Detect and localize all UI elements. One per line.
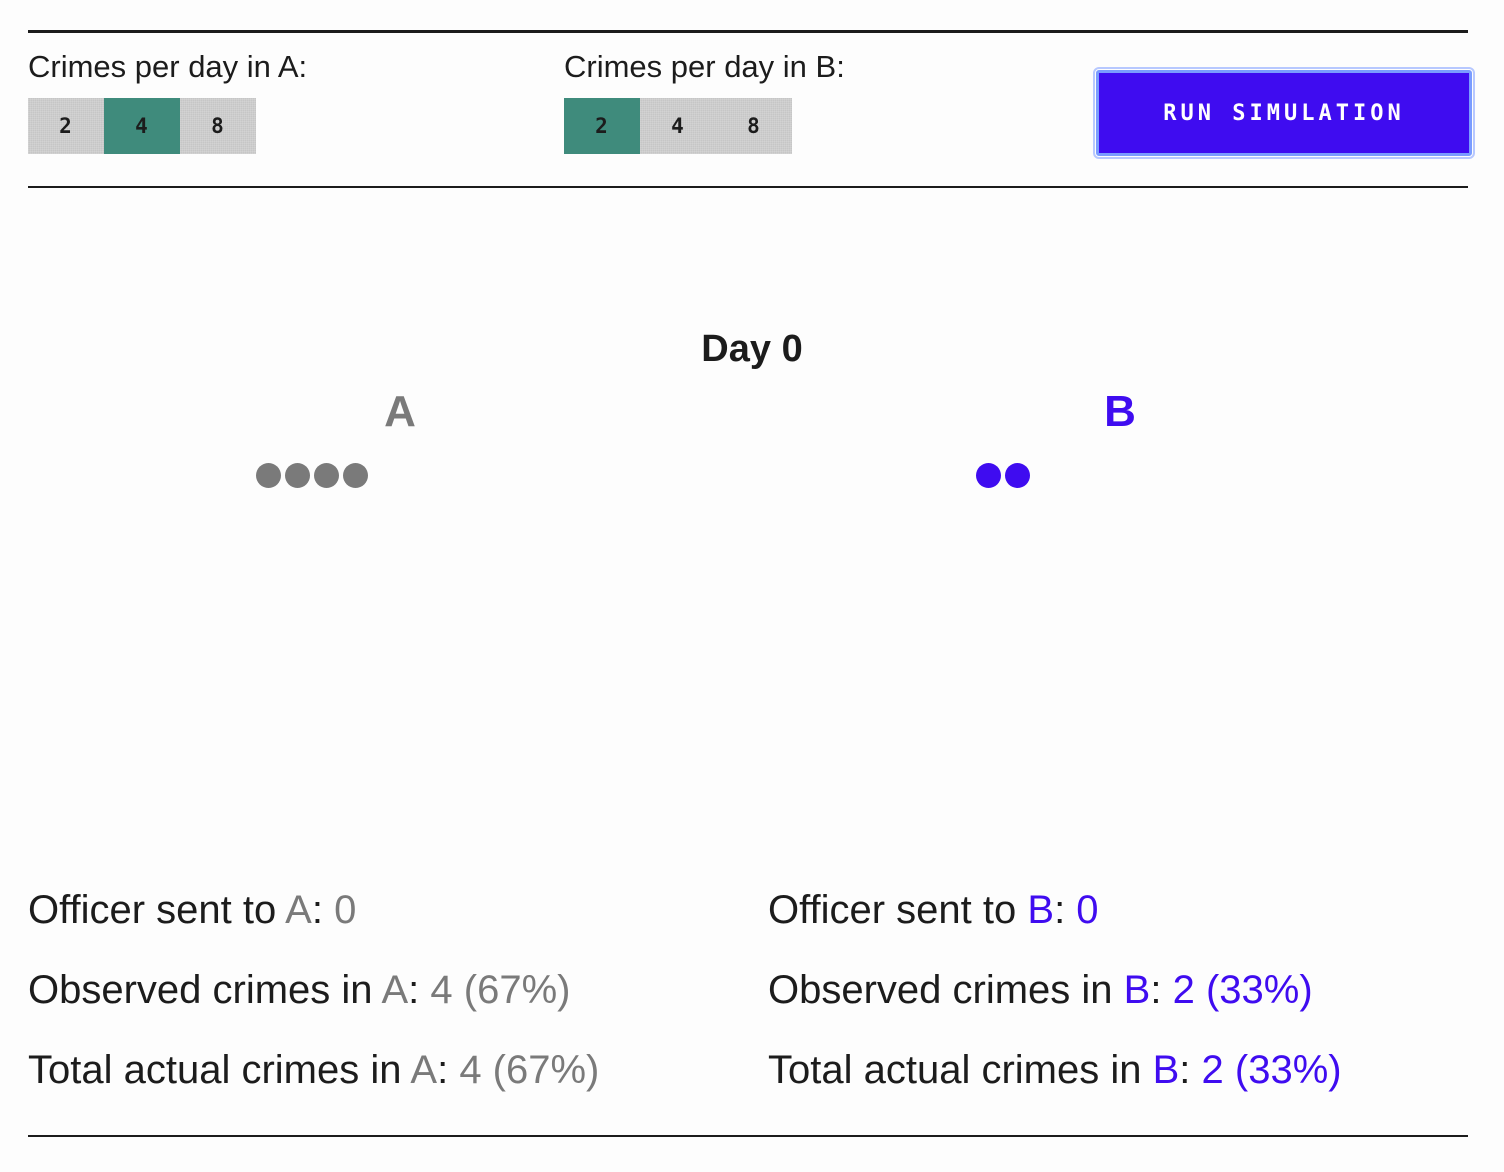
crime-dot bbox=[314, 463, 339, 488]
observed-crimes-a-district: A bbox=[381, 968, 409, 1012]
officer-sent-a-prefix: Officer sent to bbox=[28, 888, 286, 932]
run-simulation-button[interactable]: RUN SIMULATION bbox=[1093, 67, 1475, 159]
crime-dot bbox=[285, 463, 310, 488]
observed-crimes-b-prefix: Observed crimes in bbox=[768, 968, 1124, 1012]
crimes-b-selector: 2 4 8 bbox=[564, 98, 792, 154]
crimes-b-option-8[interactable]: 8 bbox=[716, 98, 792, 154]
total-crimes-b-value: 2 (33%) bbox=[1201, 1048, 1342, 1092]
officer-sent-a: Officer sent to A: 0 bbox=[28, 886, 356, 934]
officer-sent-b: Officer sent to B: 0 bbox=[768, 886, 1099, 934]
observed-crimes-a-separator: : bbox=[408, 968, 431, 1012]
district-b-label: B bbox=[1104, 387, 1136, 436]
officer-sent-a-district: A bbox=[285, 888, 312, 932]
bottom-divider bbox=[28, 1135, 1468, 1137]
total-crimes-a-value: 4 (67%) bbox=[459, 1048, 600, 1092]
officer-sent-b-prefix: Officer sent to bbox=[768, 888, 1028, 932]
crimes-a-selector: 2 4 8 bbox=[28, 98, 256, 154]
officer-sent-b-separator: : bbox=[1054, 888, 1077, 932]
observed-crimes-a-prefix: Observed crimes in bbox=[28, 968, 382, 1012]
crimes-a-option-4[interactable]: 4 bbox=[104, 98, 180, 154]
crimes-b-option-2[interactable]: 2 bbox=[564, 98, 640, 154]
observed-crimes-a: Observed crimes in A: 4 (67%) bbox=[28, 966, 570, 1014]
crime-dot bbox=[343, 463, 368, 488]
crimes-a-label: Crimes per day in A: bbox=[28, 49, 308, 84]
observed-crimes-b-district: B bbox=[1123, 968, 1151, 1012]
total-crimes-a-separator: : bbox=[437, 1048, 460, 1092]
crime-dot bbox=[976, 463, 1001, 488]
crime-dot bbox=[256, 463, 281, 488]
crime-dot bbox=[1005, 463, 1030, 488]
crimes-a-option-2[interactable]: 2 bbox=[28, 98, 104, 154]
officer-sent-a-value: 0 bbox=[334, 888, 357, 932]
total-crimes-b: Total actual crimes in B: 2 (33%) bbox=[768, 1046, 1342, 1094]
officer-sent-b-value: 0 bbox=[1076, 888, 1099, 932]
district-a-label: A bbox=[384, 387, 416, 436]
observed-crimes-b: Observed crimes in B: 2 (33%) bbox=[768, 966, 1313, 1014]
district-a-crime-dots bbox=[256, 463, 368, 489]
crimes-b-label: Crimes per day in B: bbox=[564, 49, 845, 84]
day-counter: Day 0 bbox=[701, 328, 803, 370]
district-b-crime-dots bbox=[976, 463, 1030, 489]
total-crimes-a: Total actual crimes in A: 4 (67%) bbox=[28, 1046, 599, 1094]
officer-sent-b-district: B bbox=[1027, 888, 1055, 932]
total-crimes-a-prefix: Total actual crimes in bbox=[28, 1048, 411, 1092]
controls-divider bbox=[28, 186, 1468, 188]
observed-crimes-b-value: 2 (33%) bbox=[1172, 968, 1313, 1012]
total-crimes-b-district: B bbox=[1152, 1048, 1180, 1092]
observed-crimes-a-value: 4 (67%) bbox=[430, 968, 571, 1012]
observed-crimes-b-separator: : bbox=[1150, 968, 1173, 1012]
total-crimes-b-prefix: Total actual crimes in bbox=[768, 1048, 1153, 1092]
officer-sent-a-separator: : bbox=[311, 888, 335, 932]
crimes-b-option-4[interactable]: 4 bbox=[640, 98, 716, 154]
total-crimes-a-district: A bbox=[410, 1048, 438, 1092]
total-crimes-b-separator: : bbox=[1179, 1048, 1202, 1092]
crimes-a-option-8[interactable]: 8 bbox=[180, 98, 256, 154]
top-divider bbox=[28, 30, 1468, 33]
